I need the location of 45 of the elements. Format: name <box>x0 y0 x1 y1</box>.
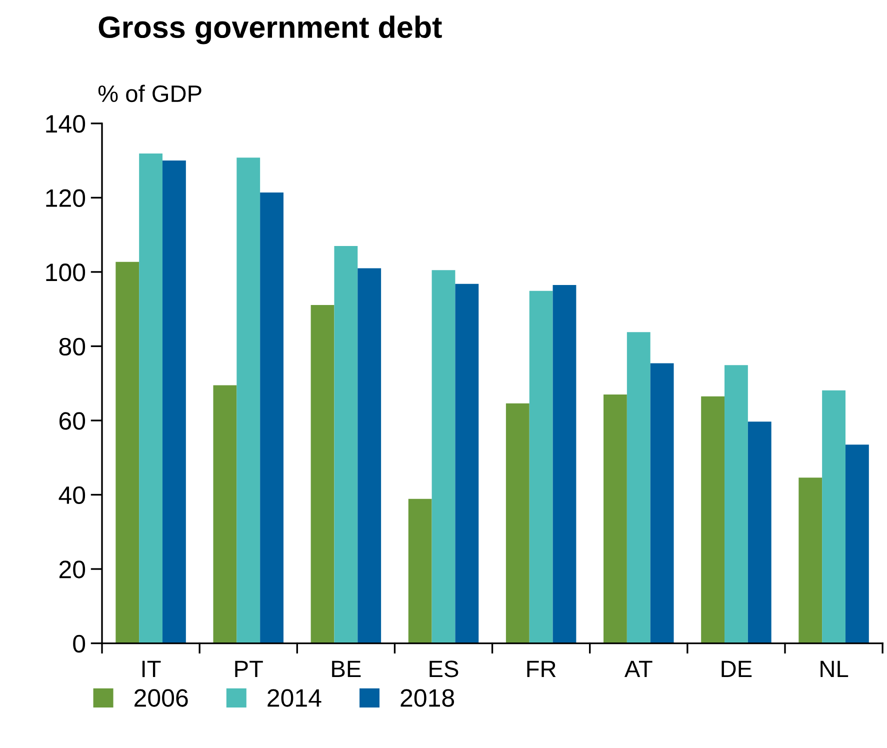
bar <box>260 192 284 644</box>
y-tick-label: 140 <box>46 115 86 133</box>
bar <box>162 160 186 644</box>
y-axis-title: % of GDP <box>98 84 202 102</box>
x-tick-label: PT <box>235 660 263 678</box>
x-tick-label: NL <box>820 660 848 678</box>
y-tick-label: 80 <box>59 338 86 356</box>
x-tick-label: FR <box>527 660 556 678</box>
legend-label: 2006 <box>134 689 188 707</box>
bar <box>552 284 576 644</box>
x-tick-label: AT <box>624 660 652 678</box>
x-tick-label: IT <box>142 660 161 678</box>
bar <box>116 262 140 644</box>
y-tick-label: 60 <box>60 412 86 430</box>
y-tick-label: 120 <box>46 189 86 207</box>
bar <box>626 332 650 644</box>
bar <box>529 290 553 644</box>
bar <box>139 154 162 644</box>
bar <box>213 385 237 644</box>
bar <box>701 396 724 644</box>
bar <box>506 403 530 644</box>
bar <box>724 365 748 644</box>
x-tick-label: DE <box>722 660 752 678</box>
y-tick-label: 20 <box>59 560 86 578</box>
x-tick-label: ES <box>430 660 458 678</box>
bar <box>604 394 627 644</box>
bar <box>310 305 334 644</box>
bar <box>432 270 456 644</box>
y-tick-label: 100 <box>46 264 86 282</box>
legend-label: 2014 <box>268 689 322 707</box>
bar <box>748 422 772 644</box>
bar <box>236 158 260 644</box>
bar <box>334 246 358 644</box>
y-tick-label: 0 <box>73 634 86 653</box>
bar <box>845 444 869 644</box>
bar <box>455 284 479 644</box>
legend-label: 2018 <box>400 689 454 707</box>
bar <box>650 363 674 644</box>
x-tick-label: BE <box>332 660 361 678</box>
bar <box>798 478 822 644</box>
bar <box>408 498 432 644</box>
y-tick-label: 40 <box>58 486 86 504</box>
chart-title: Gross government debt <box>98 16 442 44</box>
bar <box>358 268 382 644</box>
bar <box>822 390 846 644</box>
